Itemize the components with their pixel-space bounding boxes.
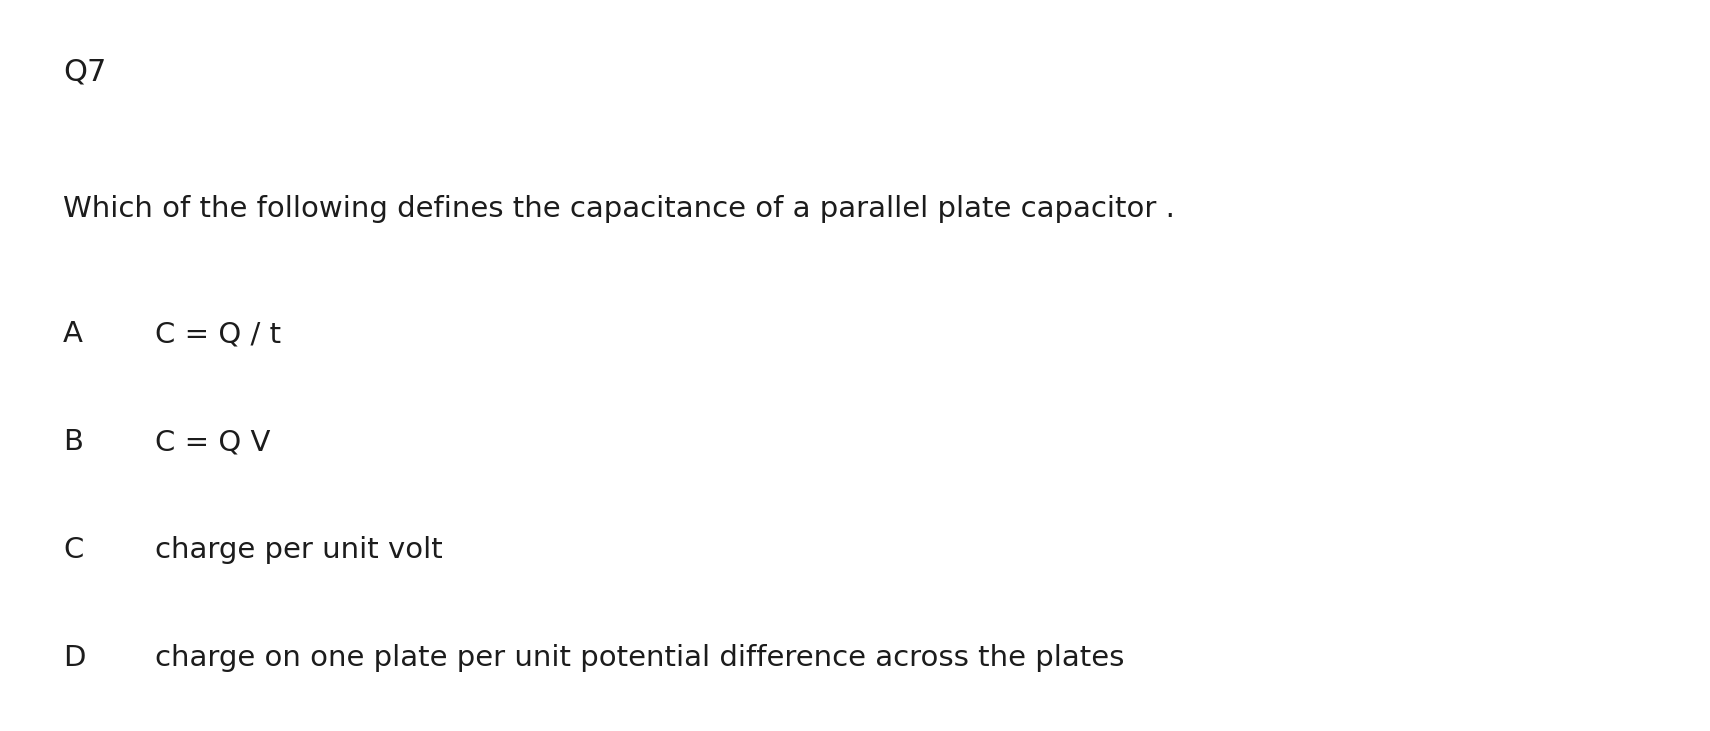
Text: C: C (63, 536, 84, 564)
Text: C = Q / t: C = Q / t (156, 320, 280, 348)
Text: charge on one plate per unit potential difference across the plates: charge on one plate per unit potential d… (156, 644, 1125, 672)
Text: C = Q V: C = Q V (156, 428, 270, 456)
Text: Q7: Q7 (63, 58, 106, 87)
Text: charge per unit volt: charge per unit volt (156, 536, 443, 564)
Text: B: B (63, 428, 84, 456)
Text: A: A (63, 320, 82, 348)
Text: D: D (63, 644, 86, 672)
Text: Which of the following defines the capacitance of a parallel plate capacitor .: Which of the following defines the capac… (63, 195, 1175, 223)
